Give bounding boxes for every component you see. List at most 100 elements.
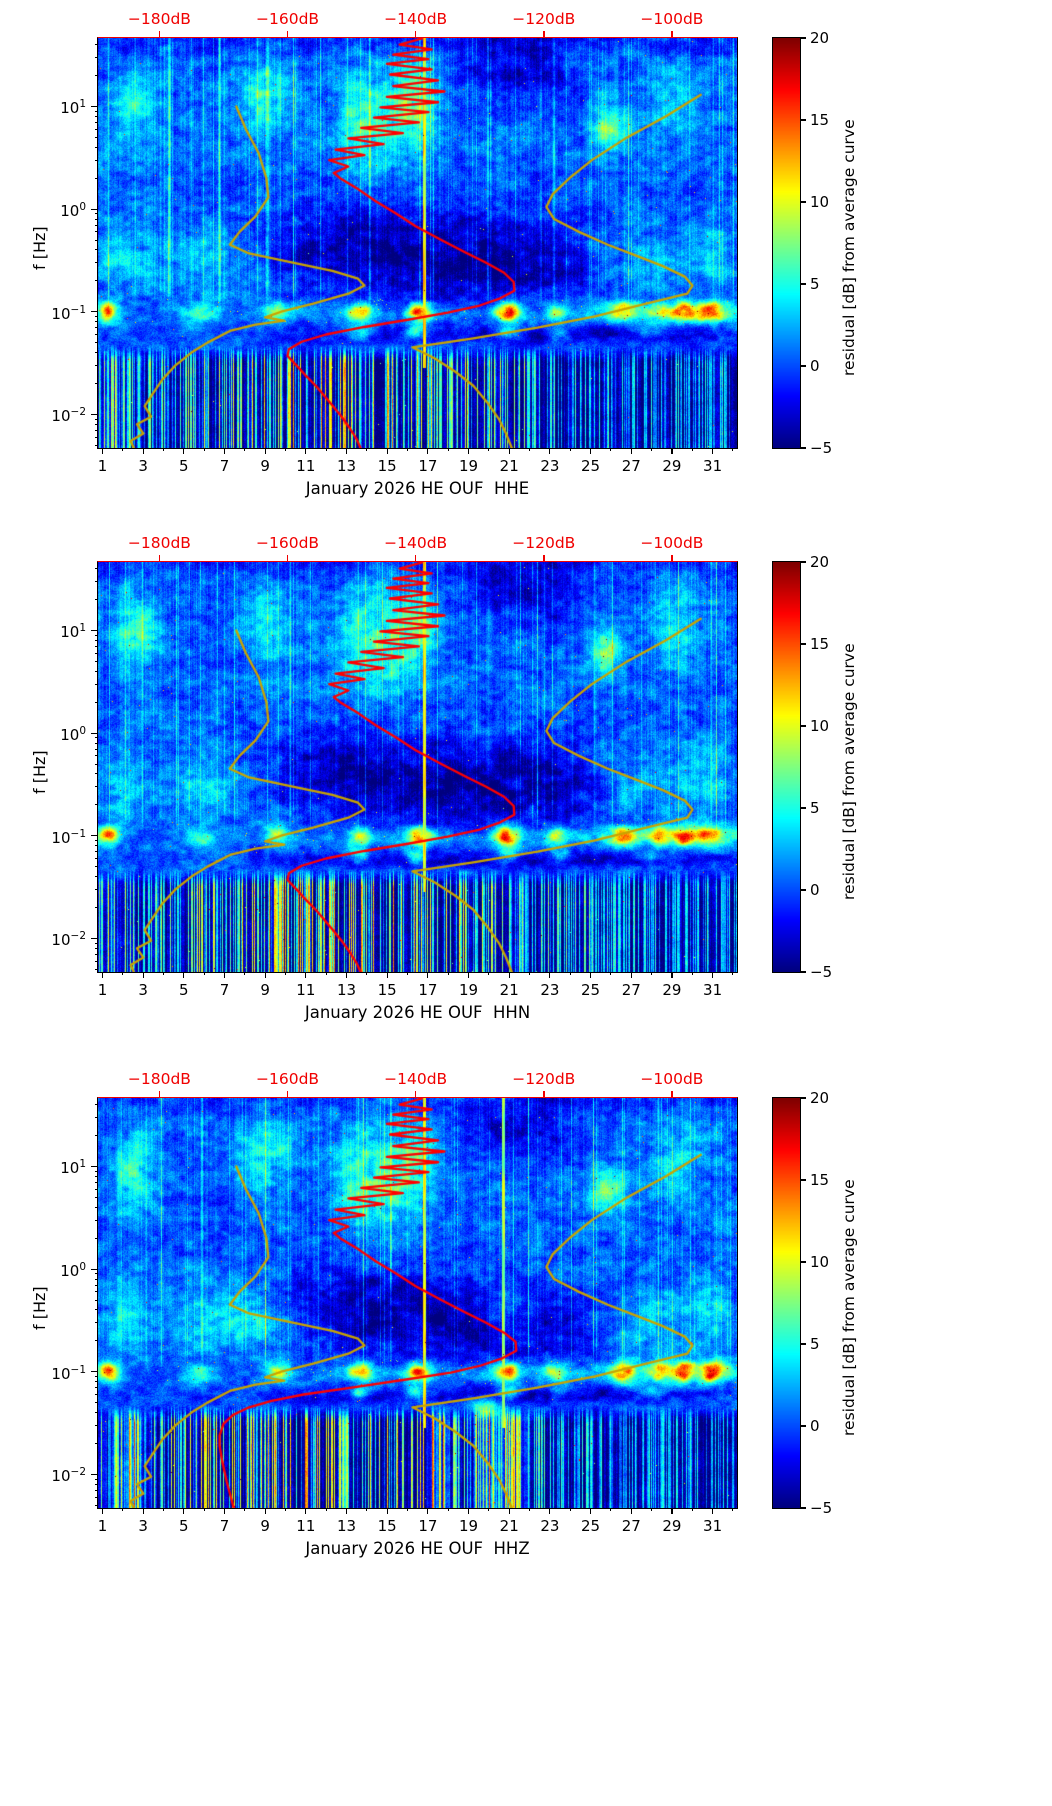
y-minor-tick [94, 1278, 98, 1280]
colorbar-tick [800, 1097, 806, 1099]
y-minor-tick [94, 352, 98, 354]
x-tick-label: 23 [540, 1517, 560, 1535]
x-tick-label: 21 [499, 981, 519, 999]
x-tick-label: 29 [662, 457, 682, 475]
y-minor-tick [94, 1387, 98, 1389]
y-minor-tick [94, 1496, 98, 1498]
x-tick-label: 11 [296, 457, 316, 475]
y-minor-tick [94, 639, 98, 641]
x-major-tick [345, 972, 348, 978]
x-major-tick [183, 1508, 185, 1514]
top-axis-tick [414, 1091, 417, 1098]
y-minor-tick [94, 947, 98, 949]
top-axis-tick [414, 555, 417, 562]
colorbar-tick [800, 643, 806, 645]
top-axis-tick-label: −100dB [640, 10, 704, 28]
y-minor-tick [94, 906, 98, 908]
y-minor-tick [94, 280, 98, 282]
y-minor-tick [94, 1322, 98, 1324]
top-axis-tick [286, 1091, 289, 1098]
x-tick-label: 21 [499, 457, 519, 475]
y-minor-tick [94, 423, 98, 425]
x-tick-label: 23 [540, 457, 560, 475]
x-major-tick [711, 1508, 714, 1514]
x-tick-label: 27 [621, 1517, 641, 1535]
spectrogram-hhe [98, 38, 737, 448]
x-minor-tick [325, 448, 327, 452]
y-major-tick [91, 835, 98, 837]
colorbar-tick-label: 10 [810, 717, 830, 735]
x-tick-label: 21 [499, 1517, 519, 1535]
x-minor-tick [285, 1508, 286, 1512]
top-axis-tick [286, 555, 289, 562]
x-major-tick [508, 448, 510, 454]
x-tick-label: 9 [260, 1517, 270, 1535]
x-major-tick [467, 1508, 470, 1514]
y-major-tick [91, 732, 98, 734]
y-minor-tick [94, 660, 98, 662]
x-tick-label: 7 [219, 457, 230, 475]
x-minor-tick [203, 1508, 205, 1512]
x-tick-label: 29 [662, 981, 682, 999]
y-minor-tick [94, 213, 98, 215]
colorbar-tick-label: 10 [810, 193, 830, 211]
x-minor-tick [569, 448, 571, 452]
x-tick-label: 23 [540, 981, 560, 999]
x-minor-tick [244, 1508, 246, 1512]
top-axis-tick [543, 31, 545, 38]
top-axis-tick-label: −120dB [512, 534, 576, 552]
y-minor-tick [94, 75, 98, 77]
x-major-tick [427, 448, 429, 454]
y-tick-label: 100 [60, 1261, 86, 1281]
x-tick-label: 1 [97, 1517, 108, 1535]
x-tick-label: 3 [138, 981, 148, 999]
x-minor-tick [325, 972, 327, 976]
y-minor-tick [94, 315, 98, 317]
y-minor-tick [94, 839, 98, 841]
y-minor-tick [94, 1237, 98, 1239]
y-minor-tick [94, 249, 98, 251]
colorbar-tick-label: −5 [810, 1499, 833, 1517]
x-minor-tick [285, 972, 286, 976]
x-major-tick [101, 972, 104, 978]
x-major-tick [223, 972, 226, 978]
y-minor-tick [94, 763, 98, 765]
x-tick-label: 9 [260, 457, 270, 475]
x-major-tick [142, 1508, 144, 1514]
top-axis-tick-label: −100dB [640, 534, 704, 552]
x-major-tick [508, 1508, 510, 1514]
spectrogram-hhn [98, 562, 737, 972]
y-minor-tick [94, 239, 98, 241]
y-minor-tick [94, 177, 98, 179]
y-minor-tick [94, 786, 98, 788]
colorbar-tick-label: 10 [810, 1253, 830, 1271]
x-minor-tick [407, 972, 409, 976]
y-minor-tick [94, 1135, 98, 1137]
colorbar-tick-label: 15 [810, 1171, 830, 1189]
x-tick-label: 11 [296, 1517, 316, 1535]
y-minor-tick [94, 364, 98, 366]
x-tick-label: 19 [458, 457, 479, 475]
y-minor-tick [94, 634, 98, 636]
x-minor-tick [529, 972, 531, 976]
colorbar-tick [800, 725, 806, 727]
x-major-tick [264, 448, 266, 454]
y-minor-tick [94, 327, 98, 329]
y-minor-tick [94, 436, 98, 438]
x-minor-tick [447, 972, 449, 976]
x-minor-tick [732, 448, 734, 452]
x-minor-tick [610, 448, 612, 452]
colorbar-tick [800, 1179, 806, 1181]
y-axis-label-hhe: f [Hz] [30, 226, 49, 270]
x-major-tick [305, 972, 307, 978]
y-tick-label: 10−2 [51, 1466, 86, 1486]
x-tick-label: 15 [377, 1517, 397, 1535]
x-minor-tick [203, 448, 205, 452]
y-axis-label-hhn: f [Hz] [30, 750, 49, 794]
x-tick-label: 9 [260, 981, 270, 999]
y-minor-tick [94, 1170, 98, 1172]
x-tick-label: 17 [418, 1517, 438, 1535]
y-minor-tick [94, 670, 98, 672]
x-major-tick [711, 972, 714, 978]
y-major-tick [91, 413, 98, 415]
